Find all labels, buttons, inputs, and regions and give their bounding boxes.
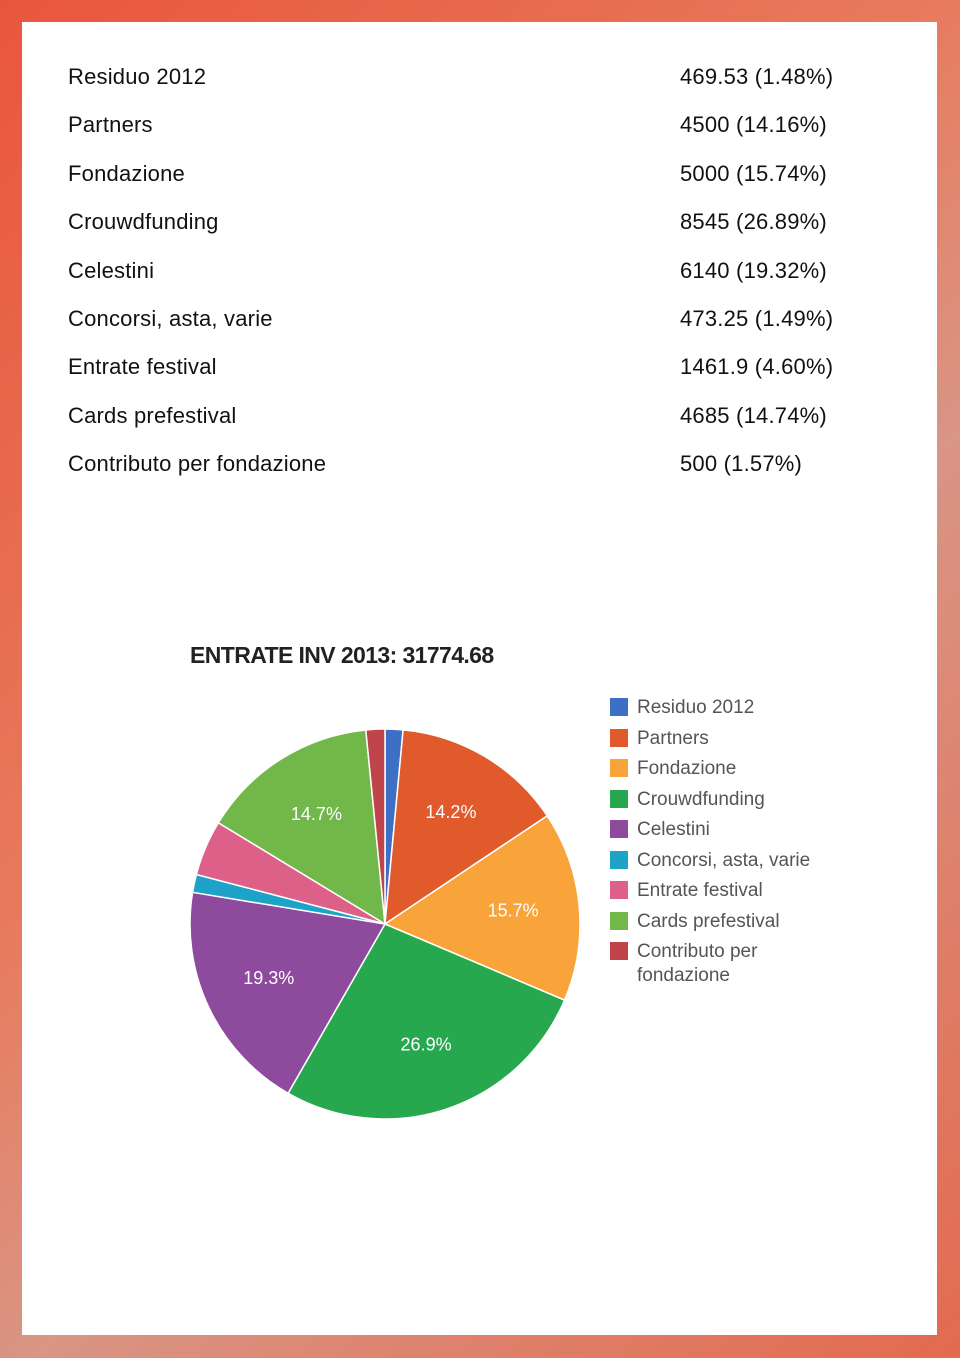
- row-value: 8545 (26.89%): [680, 209, 827, 235]
- legend-item: Celestini: [610, 818, 820, 842]
- legend-item: Partners: [610, 727, 820, 751]
- row-label: Cards prefestival: [68, 402, 237, 428]
- legend-swatch: [610, 698, 628, 716]
- row-value: 6140 (19.32%): [680, 257, 827, 283]
- legend-label: Entrate festival: [637, 880, 763, 901]
- pie-slice: [383, 814, 581, 1002]
- row-label: Concorsi, asta, varie: [68, 306, 273, 331]
- legend-label: Fondazione: [637, 758, 737, 779]
- row-value: 4685 (14.74%): [680, 402, 827, 428]
- legend-label: Partners: [637, 727, 709, 749]
- legend-label: Residuo 2012: [637, 697, 755, 718]
- row-value: 500 (1.57%): [680, 451, 803, 477]
- legend-swatch: [610, 759, 628, 777]
- legend-label: Concorsi, asta, varie: [637, 849, 811, 871]
- pie-slice: [384, 729, 549, 926]
- legend-label: Celestini: [637, 819, 710, 840]
- slice-label: 14.7%: [291, 804, 342, 824]
- legend-swatch: [610, 820, 628, 838]
- row-label: Fondazione: [68, 160, 185, 186]
- row-value: 473.25 (1.49%): [680, 306, 834, 331]
- legend-item: Cards prefestival: [610, 910, 820, 934]
- row-value: 1461.9 (4.60%): [680, 354, 834, 380]
- paper: [22, 22, 937, 1335]
- row-label: Celestini: [68, 257, 155, 283]
- legend: Residuo 2012 Partners Fondazione Crouwdfund…: [610, 696, 820, 995]
- chart-title: ENTRATE INV 2013: 31774.68: [190, 642, 494, 668]
- legend-swatch: [610, 850, 628, 869]
- slice-label: 19.3%: [243, 968, 294, 988]
- slice-label: 14.2%: [425, 802, 476, 822]
- row-value: 5000 (15.74%): [680, 160, 827, 186]
- legend-swatch: [610, 881, 628, 899]
- pie-slice: [189, 891, 387, 1095]
- legend-item: Crouwdfunding: [610, 788, 820, 812]
- legend-swatch: [610, 942, 628, 960]
- slice-label: 26.9%: [401, 1035, 452, 1055]
- row-value: 4500 (14.16%): [680, 112, 827, 138]
- legend-swatch: [610, 789, 628, 808]
- row-label: Partners: [68, 112, 153, 138]
- legend-item: Entrate festival: [610, 879, 820, 903]
- legend-item: Fondazione: [610, 757, 820, 781]
- row-label: Crouwdfunding: [68, 209, 219, 235]
- pie-slice: [364, 728, 386, 925]
- legend-swatch: [610, 728, 628, 747]
- legend-label: Crouwdfunding: [637, 788, 765, 810]
- row-label: Residuo 2012: [68, 64, 207, 89]
- legend-item: Concorsi, asta, varie: [610, 849, 820, 873]
- slice-label: 15.7%: [488, 901, 539, 921]
- legend-swatch: [610, 911, 628, 930]
- legend-item: Residuo 2012: [610, 696, 820, 720]
- legend-item: Contributo per fondazione: [610, 940, 820, 988]
- pie-slice: [217, 729, 386, 926]
- row-label: Contributo per fondazione: [68, 451, 327, 477]
- legend-label: Contributo per fondazione: [637, 941, 758, 986]
- row-label: Entrate festival: [68, 354, 217, 380]
- row-value: 469.53 (1.48%): [680, 64, 834, 89]
- legend-label: Cards prefestival: [637, 910, 780, 932]
